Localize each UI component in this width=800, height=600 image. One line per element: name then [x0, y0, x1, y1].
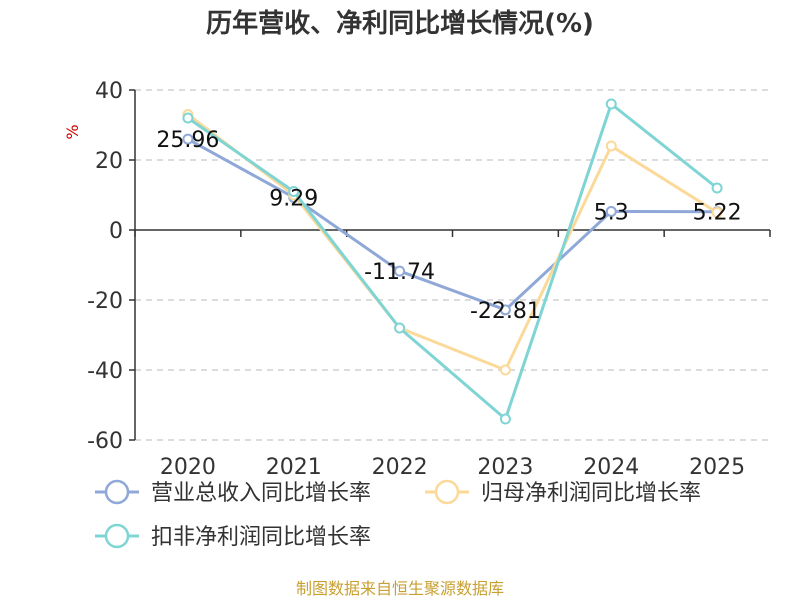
series-line [187, 102, 719, 421]
data-label: 25.96 [156, 128, 219, 153]
series-point [605, 140, 617, 152]
series-point [182, 112, 194, 124]
legend-label: 归母净利润同比增长率 [481, 481, 701, 506]
series-point [711, 182, 723, 194]
data-label: 9.29 [269, 186, 318, 211]
series-point [711, 207, 723, 218]
legend-label: 扣非净利润同比增长率 [151, 525, 371, 550]
legend-marker [104, 479, 130, 505]
series-point [394, 322, 406, 334]
series-point [499, 413, 511, 425]
legend-label: 营业总收入同比增长率 [151, 481, 371, 506]
series-point [394, 265, 406, 277]
series-point [499, 304, 511, 316]
data-label: 5.3 [594, 200, 629, 225]
legend-marker [434, 479, 460, 505]
legend-marker [104, 523, 130, 549]
y-tick-label: 40 [95, 79, 123, 104]
y-tick-label: -40 [87, 359, 123, 384]
x-tick-label: 2023 [477, 455, 533, 480]
y-tick-label: 20 [95, 149, 123, 174]
axes: 40 20 0 -20 -40 -60 2020 2021 2022 2023 2024 2025 [87, 79, 771, 480]
y-tick-label: 0 [109, 219, 123, 244]
series-line [187, 137, 718, 312]
legend-item[interactable]: 归母净利润同比增长率 [425, 479, 701, 506]
series-point [605, 205, 617, 217]
y-tick-label: -20 [87, 289, 123, 314]
data-label: -22.81 [470, 299, 541, 324]
x-tick-label: 2025 [689, 455, 745, 480]
series-point [288, 186, 300, 197]
series-line [187, 113, 718, 372]
series-point [182, 133, 194, 145]
y-axis-unit: % [63, 124, 82, 139]
x-tick-label: 2022 [372, 455, 428, 480]
source-note: 制图数据来自恒生聚源数据库 [296, 579, 504, 598]
series-layer [182, 98, 723, 425]
legend-item[interactable]: 营业总收入同比增长率 [95, 479, 371, 506]
series-point [499, 364, 511, 376]
chart-title: 历年营收、净利同比增长情况(%) [206, 8, 594, 39]
y-tick-label: -60 [87, 429, 123, 454]
data-labels: 25.96 9.29 -11.74 -22.81 5.3 5.22 [156, 128, 741, 324]
data-label: 5.22 [693, 201, 742, 226]
legend-item[interactable]: 扣非净利润同比增长率 [95, 523, 371, 550]
grid-lines [135, 89, 770, 441]
data-label: -11.74 [364, 260, 435, 285]
x-tick-label: 2020 [160, 455, 216, 480]
x-tick-label: 2024 [583, 455, 639, 480]
series-point [605, 98, 617, 110]
x-tick-label: 2021 [266, 455, 322, 480]
